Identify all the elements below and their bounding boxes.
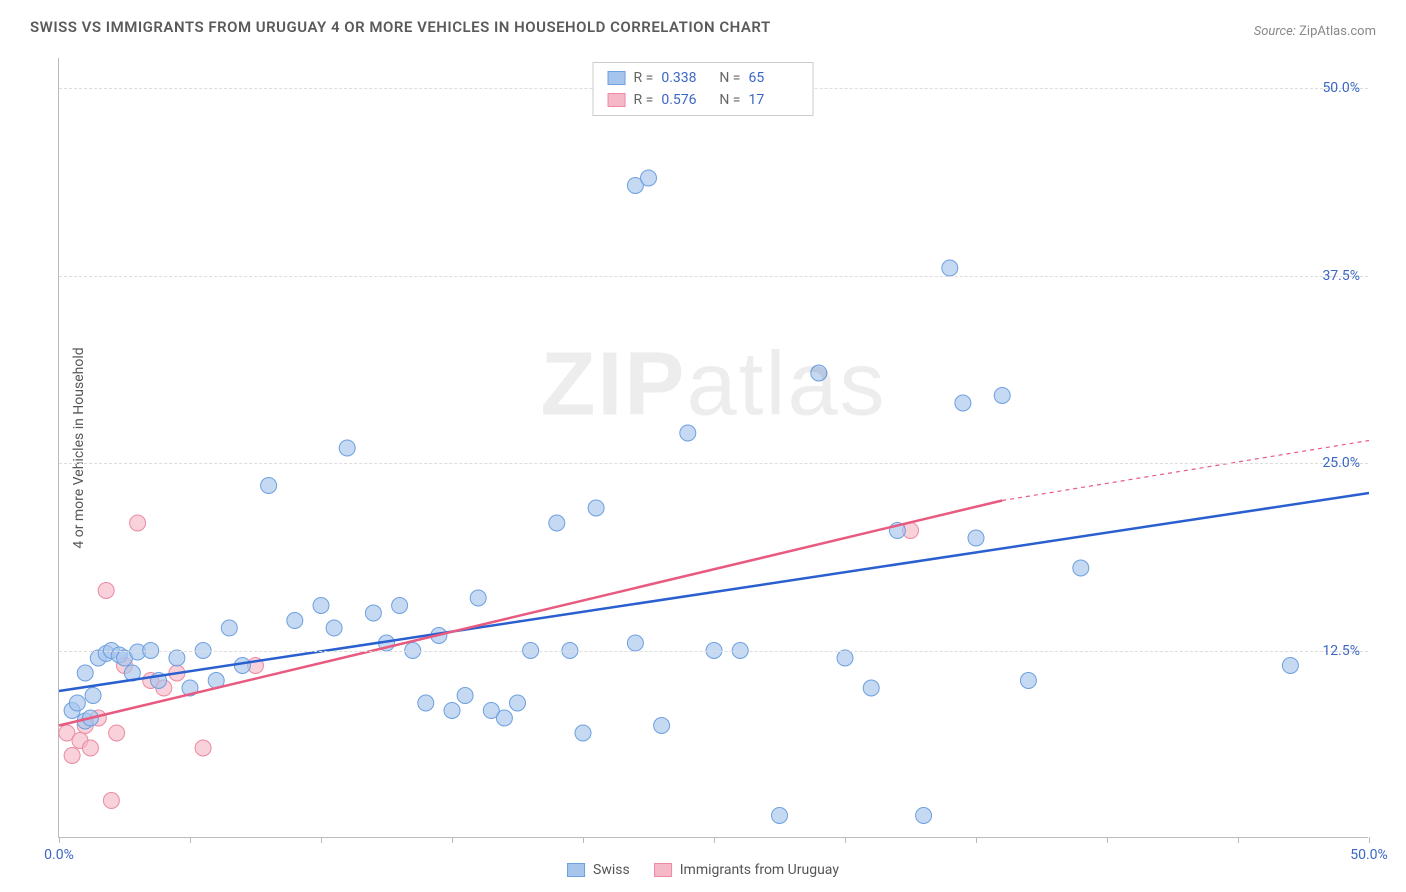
x-tick: [59, 837, 60, 843]
trend-line: [59, 501, 1002, 726]
scatter-point: [195, 740, 211, 756]
scatter-point: [69, 695, 85, 711]
n-label: N =: [719, 67, 740, 89]
scatter-point: [588, 500, 604, 516]
y-tick-label: 25.0%: [1322, 455, 1360, 471]
x-tick: [714, 837, 715, 843]
x-tick: [1107, 837, 1108, 843]
trend-line: [59, 493, 1369, 691]
swatch-swiss-bottom: [567, 863, 585, 877]
legend-row-uruguay: R = 0.576 N = 17: [608, 89, 799, 111]
r-label: R =: [634, 67, 654, 89]
scatter-point: [103, 793, 119, 809]
scatter-point: [457, 688, 473, 704]
scatter-point: [955, 395, 971, 411]
legend-series: Swiss Immigrants from Uruguay: [567, 862, 839, 878]
scatter-point: [575, 725, 591, 741]
gridline: [59, 463, 1368, 464]
legend-row-swiss: R = 0.338 N = 65: [608, 67, 799, 89]
scatter-point: [98, 583, 114, 599]
x-tick: [845, 837, 846, 843]
x-axis-min-label: 0.0%: [44, 847, 74, 863]
source-label: Source:: [1254, 24, 1296, 39]
n-value-uruguay: 17: [748, 89, 798, 111]
n-label: N =: [719, 89, 740, 111]
scatter-point: [942, 260, 958, 276]
scatter-point: [221, 620, 237, 636]
scatter-point: [968, 530, 984, 546]
scatter-point: [365, 605, 381, 621]
legend-label-swiss: Swiss: [593, 862, 630, 878]
source-value: ZipAtlas.com: [1299, 24, 1376, 39]
r-value-swiss: 0.338: [661, 67, 711, 89]
scatter-point: [811, 365, 827, 381]
x-tick: [1369, 837, 1370, 843]
scatter-point: [339, 440, 355, 456]
plot-area: 4 or more Vehicles in Household ZIPatlas…: [58, 58, 1368, 838]
x-axis-max-label: 50.0%: [1350, 847, 1388, 863]
scatter-point: [1073, 560, 1089, 576]
source-attribution: Source: ZipAtlas.com: [1254, 24, 1376, 39]
swatch-swiss: [608, 71, 626, 85]
scatter-point: [392, 598, 408, 614]
gridline: [59, 276, 1368, 277]
scatter-point: [549, 515, 565, 531]
trend-line-extension: [1002, 441, 1369, 501]
scatter-point: [444, 703, 460, 719]
scatter-point: [287, 613, 303, 629]
scatter-point: [1282, 658, 1298, 674]
y-tick-label: 12.5%: [1322, 643, 1360, 659]
scatter-point: [77, 665, 93, 681]
scatter-point: [627, 635, 643, 651]
scatter-point: [64, 748, 80, 764]
x-tick: [452, 837, 453, 843]
x-tick: [976, 837, 977, 843]
scatter-point: [654, 718, 670, 734]
chart-canvas: [59, 58, 1368, 837]
x-tick: [1238, 837, 1239, 843]
scatter-point: [85, 688, 101, 704]
scatter-point: [470, 590, 486, 606]
scatter-point: [863, 680, 879, 696]
r-value-uruguay: 0.576: [661, 89, 711, 111]
chart-title: SWISS VS IMMIGRANTS FROM URUGUAY 4 OR MO…: [30, 18, 771, 36]
y-tick-label: 37.5%: [1322, 268, 1360, 284]
x-tick: [583, 837, 584, 843]
swatch-uruguay: [608, 93, 626, 107]
scatter-point: [109, 725, 125, 741]
legend-item-uruguay: Immigrants from Uruguay: [654, 862, 839, 878]
scatter-point: [418, 695, 434, 711]
scatter-point: [313, 598, 329, 614]
scatter-point: [1020, 673, 1036, 689]
scatter-point: [234, 658, 250, 674]
scatter-point: [510, 695, 526, 711]
legend-label-uruguay: Immigrants from Uruguay: [680, 862, 839, 878]
scatter-point: [641, 170, 657, 186]
scatter-point: [82, 740, 98, 756]
scatter-point: [496, 710, 512, 726]
scatter-point: [916, 808, 932, 824]
swatch-uruguay-bottom: [654, 863, 672, 877]
legend-item-swiss: Swiss: [567, 862, 630, 878]
r-label: R =: [634, 89, 654, 111]
scatter-point: [772, 808, 788, 824]
legend-correlation: R = 0.338 N = 65 R = 0.576 N = 17: [593, 62, 814, 116]
scatter-point: [261, 478, 277, 494]
y-tick-label: 50.0%: [1322, 80, 1360, 96]
scatter-point: [680, 425, 696, 441]
scatter-point: [994, 388, 1010, 404]
gridline: [59, 651, 1368, 652]
scatter-point: [169, 650, 185, 666]
x-tick: [321, 837, 322, 843]
scatter-point: [837, 650, 853, 666]
scatter-point: [130, 515, 146, 531]
scatter-point: [326, 620, 342, 636]
x-tick: [190, 837, 191, 843]
n-value-swiss: 65: [748, 67, 798, 89]
